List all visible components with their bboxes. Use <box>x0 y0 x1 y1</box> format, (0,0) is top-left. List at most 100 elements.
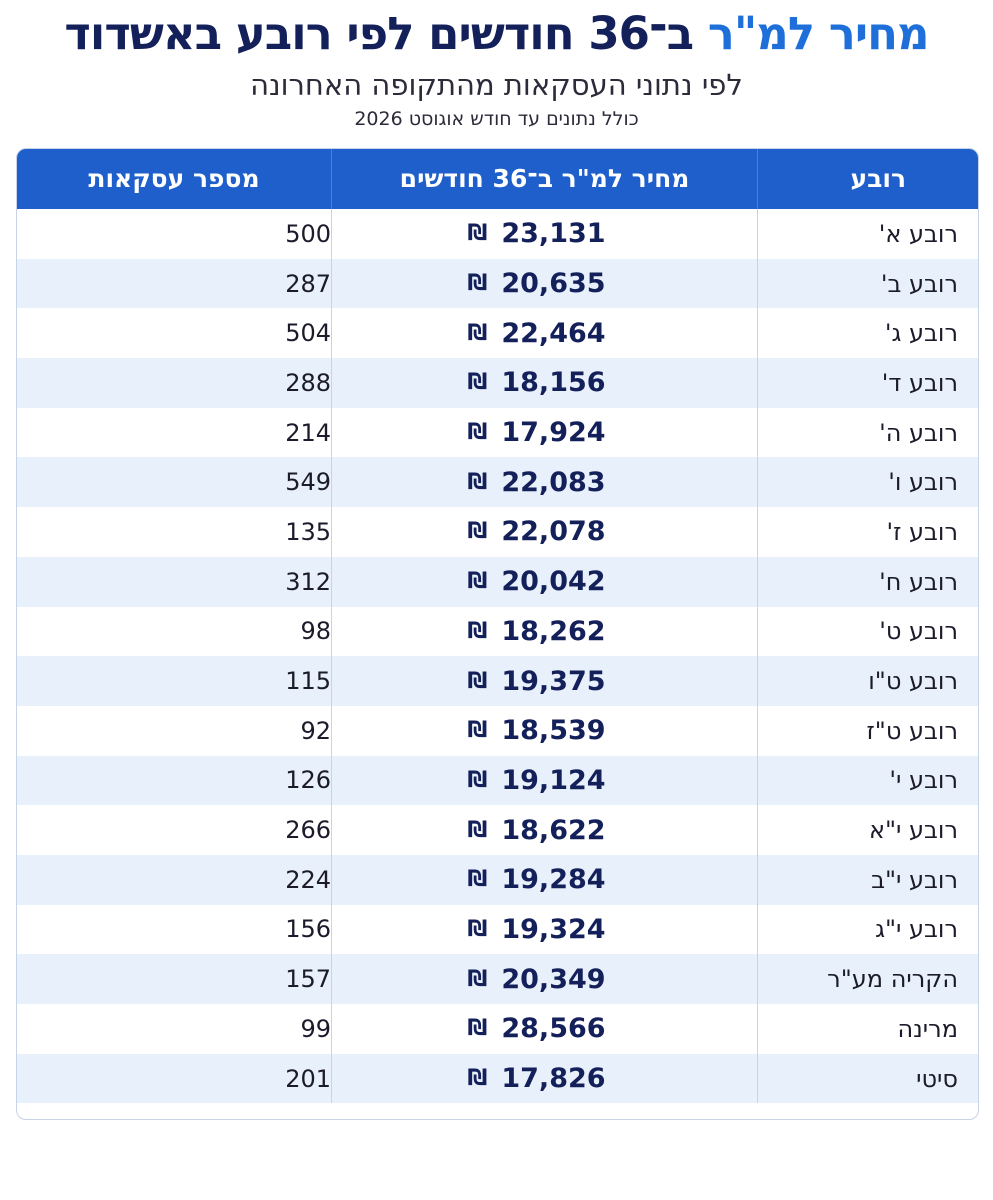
cell-count: 156 <box>285 915 331 944</box>
table-body: רובע א' ₪ 23,131 500 רובע ב' ₪ 20,635 287 רובע ג… <box>17 209 978 1104</box>
cell-price: ₪ 18,539 <box>331 705 757 756</box>
cell-area: רובע ז' <box>757 507 978 557</box>
cell-count: 288 <box>285 368 331 397</box>
shekel-icon: ₪ <box>467 916 488 942</box>
cell-price: ₪ 22,083 <box>331 457 757 508</box>
table-row: רובע ט' ₪ 18,262 98 <box>17 606 978 657</box>
shekel-icon: ₪ <box>467 718 488 744</box>
cell-count: 214 <box>285 418 331 447</box>
price-value: 23,131 <box>501 218 606 250</box>
shekel-icon: ₪ <box>467 668 488 694</box>
price-group: ₪ 19,124 <box>467 765 605 796</box>
cell-price: ₪ 17,924 <box>331 407 757 458</box>
shekel-icon: ₪ <box>467 618 488 644</box>
cell-area: רובע ח' <box>757 556 978 607</box>
cell-count: 115 <box>285 667 331 696</box>
cell-area: רובע י"ג <box>757 904 978 955</box>
table-row: רובע א' ₪ 23,131 500 <box>17 209 978 259</box>
cell-price: ₪ 19,324 <box>331 904 757 955</box>
price-value: 28,566 <box>501 1013 606 1045</box>
cell-price: ₪ 22,078 <box>331 507 757 557</box>
table-row: רובע ה' ₪ 17,924 214 <box>17 407 978 458</box>
cell-count: 98 <box>300 617 331 646</box>
shekel-icon: ₪ <box>467 817 488 843</box>
price-value: 22,083 <box>501 466 606 498</box>
column-header-count: מספר עסקאות <box>88 164 260 193</box>
cell-area: רובע ג' <box>757 308 978 359</box>
cell-count: 126 <box>285 766 331 795</box>
cell-area: הקריה מע"ר <box>757 954 978 1004</box>
price-group: ₪ 28,566 <box>467 1013 605 1044</box>
price-group: ₪ 20,042 <box>467 566 605 597</box>
cell-area: רובע י"א <box>757 805 978 855</box>
price-group: ₪ 20,349 <box>467 964 605 995</box>
cell-area: מרינה <box>757 1004 978 1054</box>
cell-price: ₪ 17,826 <box>331 1053 757 1104</box>
table-header: רובע מחיר למ"ר ב־36 חודשים מספר עסקאות <box>17 149 978 209</box>
cell-count: 157 <box>285 965 331 994</box>
price-group: ₪ 17,924 <box>467 417 605 448</box>
price-group: ₪ 18,262 <box>467 616 605 647</box>
shekel-icon: ₪ <box>467 867 488 893</box>
cell-count: 224 <box>285 865 331 894</box>
shekel-icon: ₪ <box>467 966 488 992</box>
price-value: 20,042 <box>501 566 606 598</box>
cell-count: 266 <box>285 816 331 845</box>
price-group: ₪ 20,635 <box>467 268 605 299</box>
price-group: ₪ 22,078 <box>467 516 605 547</box>
table-row: מרינה ₪ 28,566 99 <box>17 1004 978 1054</box>
price-group: ₪ 18,539 <box>467 715 605 746</box>
page-subtitle: לפי נתוני העסקאות מהתקופה האחרונה <box>250 68 743 102</box>
cell-price: ₪ 18,156 <box>331 358 757 408</box>
shekel-icon: ₪ <box>467 469 488 495</box>
cell-price: ₪ 19,124 <box>331 755 757 806</box>
table-row: רובע ג' ₪ 22,464 504 <box>17 308 978 359</box>
shekel-icon: ₪ <box>467 320 488 346</box>
cell-count: 287 <box>285 269 331 298</box>
price-value: 20,349 <box>501 963 606 995</box>
cell-price: ₪ 23,131 <box>331 209 757 259</box>
price-value: 19,324 <box>501 913 606 945</box>
table-row: רובע י"ג ₪ 19,324 156 <box>17 904 978 955</box>
cell-price: ₪ 18,622 <box>331 805 757 855</box>
table-row: רובע ט"ו ₪ 19,375 115 <box>17 656 978 706</box>
shekel-icon: ₪ <box>467 1066 488 1092</box>
price-group: ₪ 19,375 <box>467 666 605 697</box>
column-header-price: מחיר למ"ר ב־36 חודשים <box>331 149 757 209</box>
shekel-icon: ₪ <box>467 370 488 396</box>
price-value: 19,124 <box>501 764 606 796</box>
table-row: רובע ב' ₪ 20,635 287 <box>17 258 978 309</box>
table-row: רובע י"ב ₪ 19,284 224 <box>17 854 978 905</box>
price-value: 19,375 <box>501 665 606 697</box>
table-row: רובע י"א ₪ 18,622 266 <box>17 805 978 855</box>
shekel-icon: ₪ <box>467 1016 488 1042</box>
table-row: סיטי ₪ 17,826 201 <box>17 1053 978 1104</box>
price-value: 18,156 <box>501 367 606 399</box>
cell-area: רובע ט"ו <box>757 656 978 706</box>
cell-area: רובע א' <box>757 209 978 259</box>
cell-area: רובע י"ב <box>757 854 978 905</box>
table-row: הקריה מע"ר ₪ 20,349 157 <box>17 954 978 1004</box>
cell-count: 500 <box>285 219 331 248</box>
price-value: 19,284 <box>501 864 606 896</box>
cell-price: ₪ 20,042 <box>331 556 757 607</box>
shekel-icon: ₪ <box>467 221 488 247</box>
cell-price: ₪ 20,635 <box>331 258 757 309</box>
data-note: כולל נתונים עד חודש אוגוסט 2026 <box>354 108 639 130</box>
cell-area: רובע י' <box>757 755 978 806</box>
table-row: רובע י' ₪ 19,124 126 <box>17 755 978 806</box>
cell-price: ₪ 19,375 <box>331 656 757 706</box>
price-value: 18,622 <box>501 814 606 846</box>
price-value: 18,539 <box>501 715 606 747</box>
cell-area: רובע ב' <box>757 258 978 309</box>
price-group: ₪ 18,622 <box>467 815 605 846</box>
cell-area: רובע ו' <box>757 457 978 508</box>
cell-area: סיטי <box>757 1053 978 1104</box>
table-row: רובע ט"ז ₪ 18,539 92 <box>17 705 978 756</box>
price-value: 20,635 <box>501 268 606 300</box>
cell-price: ₪ 22,464 <box>331 308 757 359</box>
cell-price: ₪ 28,566 <box>331 1004 757 1054</box>
cell-count: 549 <box>285 468 331 497</box>
shekel-icon: ₪ <box>467 420 488 446</box>
price-group: ₪ 23,131 <box>467 218 605 249</box>
